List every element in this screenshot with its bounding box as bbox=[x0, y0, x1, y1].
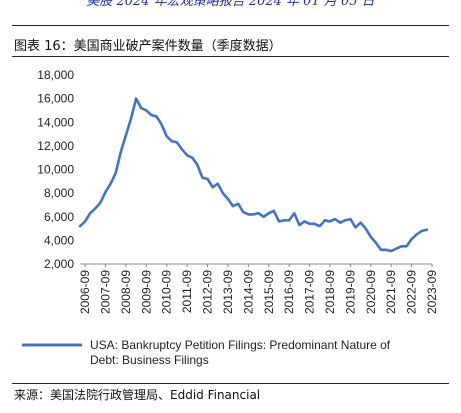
x-tick-label: 2011-09 bbox=[180, 270, 194, 313]
x-tick-label: 2009-09 bbox=[139, 270, 153, 314]
y-tick-label: 2,000 bbox=[44, 257, 74, 271]
y-tick-label: 18,000 bbox=[37, 68, 74, 82]
y-tick-label: 10,000 bbox=[37, 163, 74, 177]
x-tick-label: 2013-09 bbox=[221, 270, 235, 314]
x-tick-label: 2020-09 bbox=[364, 270, 378, 314]
x-tick-label: 2016-09 bbox=[282, 270, 296, 314]
x-tick-label: 2007-09 bbox=[99, 270, 113, 314]
x-tick-label: 2018-09 bbox=[323, 270, 337, 314]
top-rule bbox=[12, 25, 449, 26]
x-tick-label: 2015-09 bbox=[262, 270, 276, 314]
y-tick-label: 16,000 bbox=[37, 92, 74, 106]
y-axis-ticks: 2,000 4,000 6,000 8,000 10,000 12,000 14,000 16… bbox=[37, 68, 74, 271]
legend: USA: Bankruptcy Petition Filings: Predom… bbox=[22, 338, 391, 367]
y-tick-label: 14,000 bbox=[37, 115, 74, 129]
x-tick-label: 2010-09 bbox=[160, 270, 174, 314]
x-tick-label: 2012-09 bbox=[201, 270, 215, 314]
x-tick-label: 2023-09 bbox=[425, 270, 439, 314]
x-axis-ticks: 2006-09 2007-09 2008-09 2009-09 2010-09 2011-… bbox=[78, 264, 439, 314]
y-tick-label: 12,000 bbox=[37, 139, 74, 153]
series-line-business-filings bbox=[78, 97, 429, 253]
y-tick-label: 4,000 bbox=[44, 233, 74, 247]
y-tick-label: 8,000 bbox=[44, 186, 74, 200]
source-rule bbox=[12, 383, 449, 384]
running-header: 美股 2024 年宏观策略报告 2024 年 01 月 05 日 bbox=[86, 0, 375, 9]
title-rule bbox=[12, 56, 449, 57]
x-tick-label: 2017-09 bbox=[303, 270, 317, 314]
legend-label-line2: Debt: Business Filings bbox=[90, 353, 209, 367]
legend-label-line1: USA: Bankruptcy Petition Filings: Predom… bbox=[90, 338, 391, 352]
x-tick-label: 2014-09 bbox=[241, 270, 255, 314]
source-note: 来源：美国法院行政管理局、Eddid Financial bbox=[14, 388, 261, 402]
x-tick-label: 2008-09 bbox=[119, 270, 133, 314]
series-group bbox=[78, 97, 429, 253]
y-tick-label: 6,000 bbox=[44, 210, 74, 224]
figure-title: 图表 16：美国商业破产案件数量（季度数据） bbox=[14, 39, 282, 54]
x-tick-label: 2006-09 bbox=[78, 270, 92, 314]
x-tick-label: 2019-09 bbox=[343, 270, 357, 314]
x-tick-label: 2021-09 bbox=[384, 270, 398, 314]
x-tick-label: 2022-09 bbox=[405, 270, 419, 314]
